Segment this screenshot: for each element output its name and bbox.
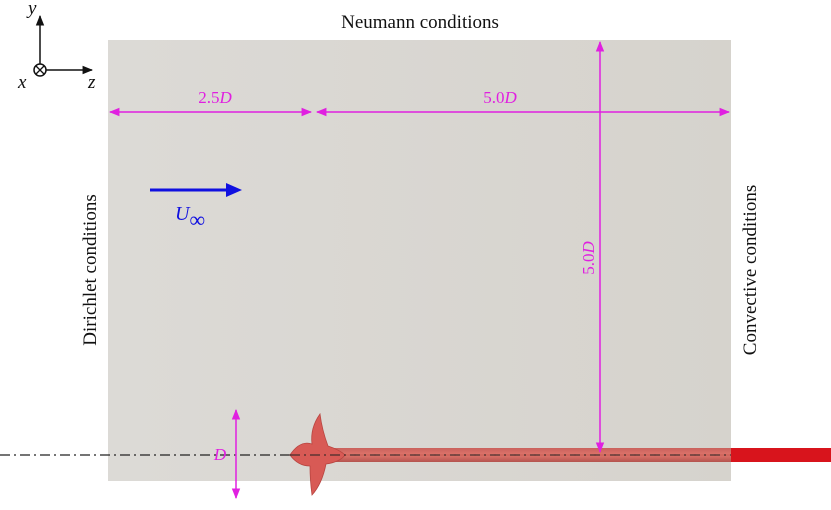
- downstream-label: 5.0D: [483, 88, 517, 107]
- x-label: x: [17, 72, 27, 93]
- number: 5.0: [579, 254, 598, 275]
- number: 2.5: [198, 88, 219, 107]
- upstream-label: 2.5D: [198, 88, 232, 107]
- number: 5.0: [483, 88, 504, 107]
- diagram: y x z Neumann conditions Dirichlet condi…: [0, 0, 831, 510]
- height-label: 5.0D: [579, 241, 598, 275]
- z-label: z: [87, 72, 96, 93]
- right-boundary: Convective conditions: [740, 185, 761, 355]
- y-label: y: [26, 0, 37, 19]
- symbol: D: [503, 88, 517, 107]
- top-boundary: Neumann conditions: [341, 12, 499, 33]
- left-boundary: Dirichlet conditions: [80, 194, 101, 345]
- axes-icon: y x z: [17, 0, 96, 93]
- symbol: D: [218, 88, 232, 107]
- diameter-label: D: [213, 445, 227, 464]
- symbol: D: [579, 241, 598, 255]
- wake-outside: [731, 448, 831, 462]
- subscript: ∞: [189, 207, 205, 232]
